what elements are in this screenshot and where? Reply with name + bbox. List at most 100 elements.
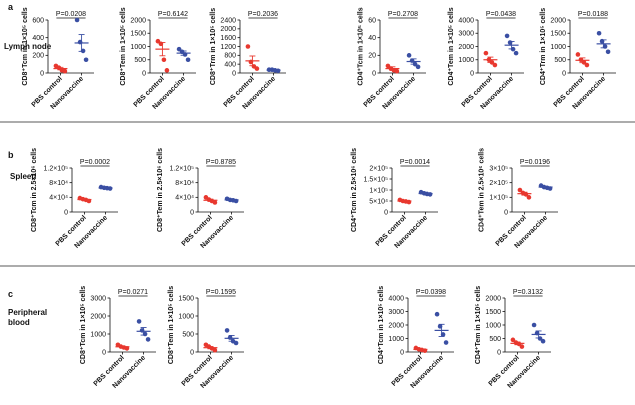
y-tick-label: 1000 [458,57,474,64]
error-bar [542,186,549,189]
data-point [483,50,489,56]
y-tick-label: 1000 [550,44,566,51]
y-tick-label: 1.2×10⁵ [43,165,68,172]
y-tick-label: 0 [470,70,474,77]
error-bar [81,198,88,201]
error-bar [521,191,528,196]
data-point [406,53,412,58]
p-value: P=0.0014 [400,159,430,166]
y-tick-label: 2×10⁵ [369,165,388,172]
y-tick-label: 1×10⁵ [369,187,388,194]
data-point [136,319,142,324]
error-bar [207,198,214,202]
y-tick-label: 8×10⁴ [49,180,68,187]
data-point [212,347,218,353]
y-axis-label: CD4⁺Tem in 2.5×10⁶ cells [479,148,486,232]
y-tick-label: 400 [32,35,44,42]
error-bar [180,50,187,56]
y-tick-label: 0 [40,70,44,77]
y-tick-label: 1000 [485,322,501,329]
y-tick-label: 400 [224,62,236,69]
y-tick-label: 2×10⁵ [489,180,508,187]
y-tick-label: 2000 [550,17,566,24]
y-tick-label: 500 [554,57,566,64]
data-point [605,49,611,55]
error-bar [487,56,494,63]
error-bar [422,192,429,195]
data-point [155,38,161,44]
y-tick-label: 0 [232,70,236,77]
y-tick-label: 2000 [388,322,404,329]
y-axis-label: CD8⁺Tcm in 1×10⁵ cells [22,7,29,85]
error-bar [600,39,607,49]
y-tick-label: 4000 [458,17,474,24]
y-axis-label: CD4⁺Tem in 1×10⁵ cells [448,7,455,85]
error-bar [249,55,256,67]
data-point [185,57,191,63]
y-tick-label: 2000 [458,44,474,51]
y-tick-label: 0 [497,349,501,356]
y-axis-label: CD8⁺Tcm in 1×10⁵ cells [80,286,87,364]
p-value: P=0.0196 [520,159,550,166]
p-value: P=0.0002 [80,159,110,166]
y-tick-label: 2000 [130,17,146,24]
data-point [540,338,546,344]
data-point [161,57,167,63]
p-value: P=0.6142 [158,11,188,18]
y-tick-label: 500 [182,331,194,338]
error-bar [417,348,424,351]
error-bar [140,327,147,336]
data-point [517,187,523,193]
y-tick-label: 40 [368,35,376,42]
y-tick-label: 500 [489,336,501,343]
p-value: P=0.0271 [118,289,148,296]
y-tick-label: 600 [32,17,44,24]
panel-letter: a [8,2,14,12]
y-tick-label: 200 [32,53,44,60]
p-value: P=0.0438 [486,11,516,18]
p-value: P=0.8785 [206,159,236,166]
error-bar [119,345,126,348]
y-tick-label: 0 [142,70,146,77]
panel-letter: b [8,150,14,160]
y-tick-label: 2000 [485,295,501,302]
panel-letter: c [8,289,14,299]
y-tick-label: 3000 [90,295,106,302]
y-tick-label: 60 [368,17,376,24]
y-tick-label: 1600 [220,35,236,42]
y-tick-label: 4×10⁴ [175,195,194,202]
error-bar [228,199,235,201]
y-tick-label: 2000 [90,313,106,320]
p-value: P=0.0398 [416,289,446,296]
data-point [254,66,260,71]
y-tick-label: 1200 [220,44,236,51]
y-tick-label: 5×10⁴ [369,198,388,205]
y-tick-label: 3000 [458,31,474,38]
y-tick-label: 1000 [178,313,194,320]
data-point [596,30,602,36]
panel-label: Spleen [10,172,37,181]
data-point [145,337,151,342]
error-bar [401,200,408,202]
y-axis-label: CD8⁺Trm in 1×10⁵ cells [210,8,217,85]
y-tick-label: 800 [224,53,236,60]
error-bar [438,323,445,337]
y-tick-label: 1500 [178,295,194,302]
y-axis-label: CD4⁺Tcm in 1×10⁵ cells [378,286,385,364]
data-point [526,195,532,200]
data-point [394,68,400,74]
y-axis-label: CD4⁺Tem in 1×10⁵ cells [475,286,482,364]
data-point [245,44,251,49]
y-tick-label: 0 [400,349,404,356]
p-value: P=0.2708 [388,11,418,18]
y-tick-label: 0 [372,70,376,77]
data-point [519,344,525,349]
data-point [492,62,498,68]
data-point [176,46,182,52]
p-value: P=0.2036 [248,11,278,18]
data-point [513,50,519,56]
y-tick-label: 0 [102,349,106,356]
error-bar [207,346,214,350]
